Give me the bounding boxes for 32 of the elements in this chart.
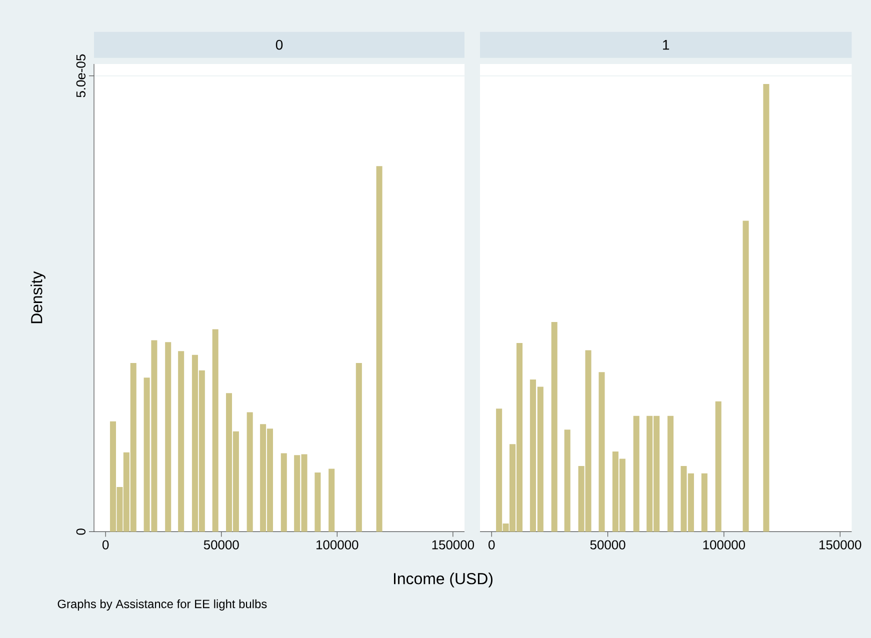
x-tick-label: 150000 bbox=[432, 540, 474, 550]
x-tick-label: 50000 bbox=[590, 540, 626, 550]
bar bbox=[763, 84, 770, 532]
bar bbox=[551, 322, 558, 532]
x-tick-label: 0 bbox=[102, 540, 109, 550]
bar bbox=[246, 412, 253, 532]
x-tick-label: 100000 bbox=[316, 540, 358, 550]
bar bbox=[564, 430, 570, 532]
bar bbox=[598, 372, 605, 532]
chart-title: 0 bbox=[276, 40, 283, 50]
bar bbox=[280, 453, 287, 532]
bar bbox=[212, 329, 218, 532]
bar bbox=[314, 472, 321, 532]
bar bbox=[178, 351, 184, 532]
bar bbox=[165, 342, 172, 532]
text: Graphs by Assistance for EE light bulbs bbox=[58, 599, 267, 611]
bar bbox=[667, 416, 674, 532]
bar bbox=[356, 363, 362, 532]
x-tick-label: 100000 bbox=[703, 540, 746, 550]
x-tick-label: 50000 bbox=[204, 540, 239, 550]
y-tick-label: 5.0e-05 bbox=[76, 54, 86, 98]
bar bbox=[742, 220, 749, 532]
bar bbox=[701, 473, 708, 532]
bar bbox=[633, 416, 640, 532]
y-axis-title: Density bbox=[30, 271, 46, 324]
x-axis-title: Income (USD) bbox=[394, 572, 492, 588]
chart-title: 1 bbox=[663, 40, 670, 50]
bar bbox=[376, 166, 382, 532]
bar bbox=[328, 468, 335, 532]
x-tick-label: 150000 bbox=[819, 540, 862, 550]
x-tick-label: 0 bbox=[488, 540, 495, 550]
bar bbox=[715, 401, 722, 532]
